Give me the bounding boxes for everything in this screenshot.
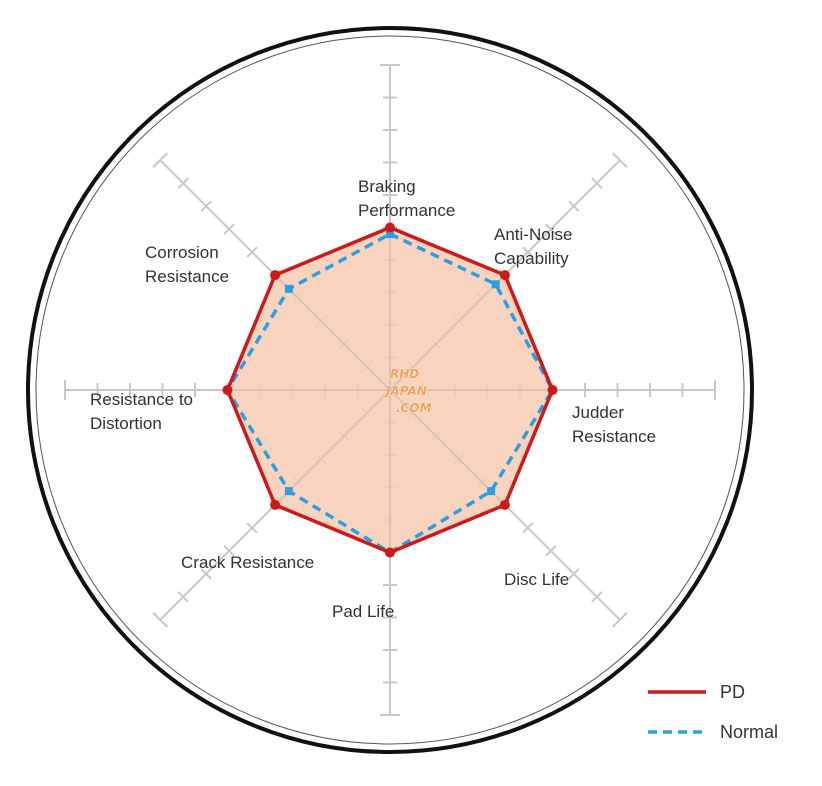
series-pd-point-7 (270, 270, 281, 281)
series-normal-point-0 (386, 230, 394, 238)
axis-label-5: Crack Resistance (181, 553, 314, 572)
axis-tick-3-10 (612, 612, 628, 628)
axis-label-5-line-0: Crack Resistance (181, 553, 314, 572)
axis-tick-1-8 (568, 200, 580, 212)
series-pd-point-4 (385, 547, 395, 558)
axis-label-4: Pad Life (332, 602, 394, 621)
series-layer (222, 222, 558, 558)
axis-label-4-line-0: Pad Life (332, 602, 394, 621)
axis-label-2: Judder Resistance (572, 403, 656, 446)
axis-label-0-line-0: Braking (358, 177, 416, 196)
series-pd-point-5 (270, 499, 281, 510)
axis-labels: Braking Performance Anti-Noise Capability Ju… (90, 177, 656, 621)
outer-ring (26, 26, 754, 754)
series-pd-point-2 (547, 385, 558, 395)
series-normal-point-5 (284, 487, 293, 496)
axis-line-overlay-1 (389, 274, 506, 391)
axis-tick-3-6 (522, 522, 534, 534)
axis-label-3-line-0: Disc Life (504, 570, 569, 589)
watermark-line-0: RHD (390, 367, 419, 381)
axis-tick-5-8 (200, 568, 212, 580)
watermark-logo: RHD JAPAN .COM (384, 367, 432, 416)
axis-label-1-line-1: Capability (494, 249, 569, 268)
axis-label-6: Resistance to Distortion (90, 390, 193, 433)
axis-tick-5-6 (246, 522, 258, 534)
axis-tick-5-10 (152, 612, 168, 628)
series-pd-point-0 (385, 222, 395, 233)
axis-tick-1-7 (545, 223, 557, 235)
axis-label-0: Braking Performance (358, 177, 455, 220)
axis-line-overlay-5 (274, 389, 391, 506)
axis-label-3: Disc Life (504, 570, 569, 589)
axis-tick-7-6 (246, 246, 258, 258)
watermark-line-1: JAPAN (384, 384, 427, 398)
legend-label-pd: PD (720, 682, 745, 702)
axis-line-overlay-3 (389, 389, 506, 506)
axis-label-7: Corrosion Resistance (145, 243, 229, 286)
series-normal-point-7 (284, 284, 293, 293)
legend: PD Normal (648, 682, 778, 742)
axis-tick-5-7 (223, 545, 235, 557)
series-pd-point-3 (499, 499, 510, 510)
axis-tick-7-9 (177, 177, 189, 189)
axis-tick-3-8 (568, 568, 580, 580)
axis-line-overlay-7 (274, 274, 391, 391)
axis-label-7-line-0: Corrosion (145, 243, 219, 262)
axis-label-6-line-1: Distortion (90, 414, 162, 433)
axis-label-6-line-0: Resistance to (90, 390, 193, 409)
axis-label-7-line-1: Resistance (145, 267, 229, 286)
axis-tick-1-9 (591, 177, 603, 189)
axis-tick-3-7 (545, 545, 557, 557)
series-pd-point-6 (222, 385, 233, 395)
axis-tick-7-7 (223, 223, 235, 235)
axis-tick-5-9 (177, 591, 189, 603)
axis-label-2-line-1: Resistance (572, 427, 656, 446)
watermark-line-2: .COM (396, 401, 432, 415)
series-normal-point-3 (487, 487, 496, 496)
axis-tick-7-8 (200, 200, 212, 212)
axis-label-0-line-1: Performance (358, 201, 455, 220)
axis-tick-1-6 (522, 246, 534, 258)
axis-label-1: Anti-Noise Capability (494, 225, 572, 268)
axis-tick-7-10 (152, 152, 168, 168)
legend-label-normal: Normal (720, 722, 778, 742)
series-normal-point-1 (491, 280, 500, 289)
axis-tick-1-10 (612, 152, 628, 168)
axis-label-1-line-0: Anti-Noise (494, 225, 572, 244)
series-pd-point-1 (499, 270, 510, 281)
axis-label-2-line-0: Judder (572, 403, 624, 422)
axis-tick-3-9 (591, 591, 603, 603)
